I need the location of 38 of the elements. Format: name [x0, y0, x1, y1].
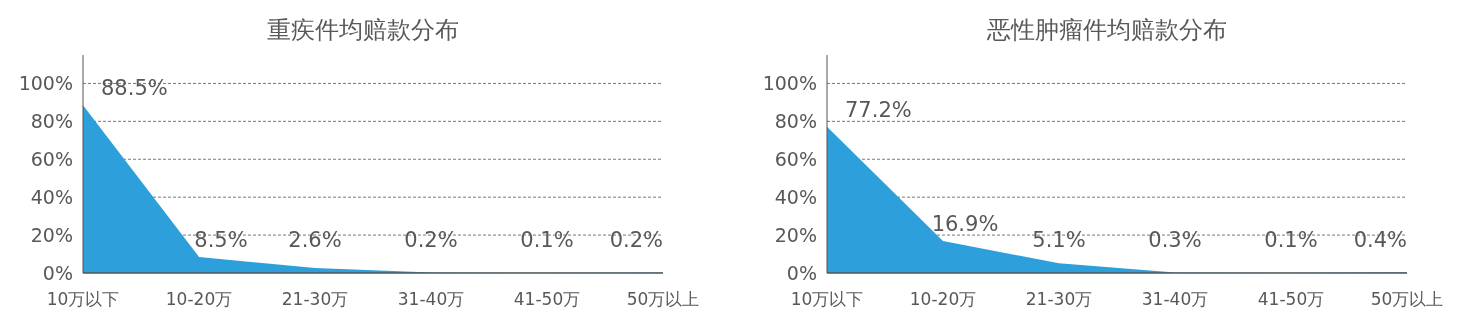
- x-tick-label: 50万以上: [1370, 289, 1444, 309]
- data-label: 2.6%: [288, 228, 342, 252]
- y-tick-label: 80%: [774, 110, 817, 133]
- x-tick-label: 10万以下: [790, 289, 864, 309]
- y-tick-label: 40%: [30, 186, 73, 209]
- data-label: 8.5%: [194, 227, 248, 252]
- x-tick-label: 50万以上: [626, 289, 700, 309]
- x-tick-label: 10-20万: [909, 289, 977, 309]
- y-tick-label: 40%: [774, 186, 817, 209]
- y-tick-label: 0%: [42, 262, 73, 284]
- x-tick-label: 41-50万: [513, 289, 581, 309]
- x-tick-label: 31-40万: [397, 289, 465, 309]
- x-tick-label: 10万以下: [46, 289, 120, 309]
- x-tick-label: 41-50万: [1257, 289, 1325, 309]
- data-label: 0.4%: [1353, 228, 1407, 252]
- y-tick-label: 20%: [774, 224, 817, 247]
- x-tick-label: 21-30万: [1025, 289, 1093, 309]
- x-tick-label: 31-40万: [1141, 289, 1209, 309]
- data-label: 16.9%: [931, 211, 999, 236]
- data-label: 0.2%: [404, 228, 458, 252]
- y-tick-label: 100%: [18, 72, 73, 95]
- y-tick-label: 20%: [30, 224, 73, 247]
- data-label: 0.1%: [1264, 228, 1318, 252]
- data-label: 0.1%: [520, 228, 574, 252]
- y-tick-label: 60%: [774, 148, 817, 171]
- y-tick-label: 0%: [786, 262, 817, 284]
- y-tick-label: 60%: [30, 148, 73, 171]
- chart-title: 重疾件均赔款分布: [267, 16, 459, 44]
- data-label: 0.3%: [1148, 228, 1202, 252]
- chart-title: 恶性肿瘤件均赔款分布: [986, 16, 1227, 44]
- y-tick-label: 80%: [30, 110, 73, 133]
- data-label: 5.1%: [1032, 228, 1086, 252]
- x-tick-label: 21-30万: [281, 289, 349, 309]
- data-label: 77.2%: [845, 97, 912, 122]
- y-tick-label: 100%: [762, 72, 817, 95]
- x-tick-label: 10-20万: [165, 289, 233, 309]
- data-label: 0.2%: [609, 228, 663, 252]
- data-label: 88.5%: [101, 76, 168, 101]
